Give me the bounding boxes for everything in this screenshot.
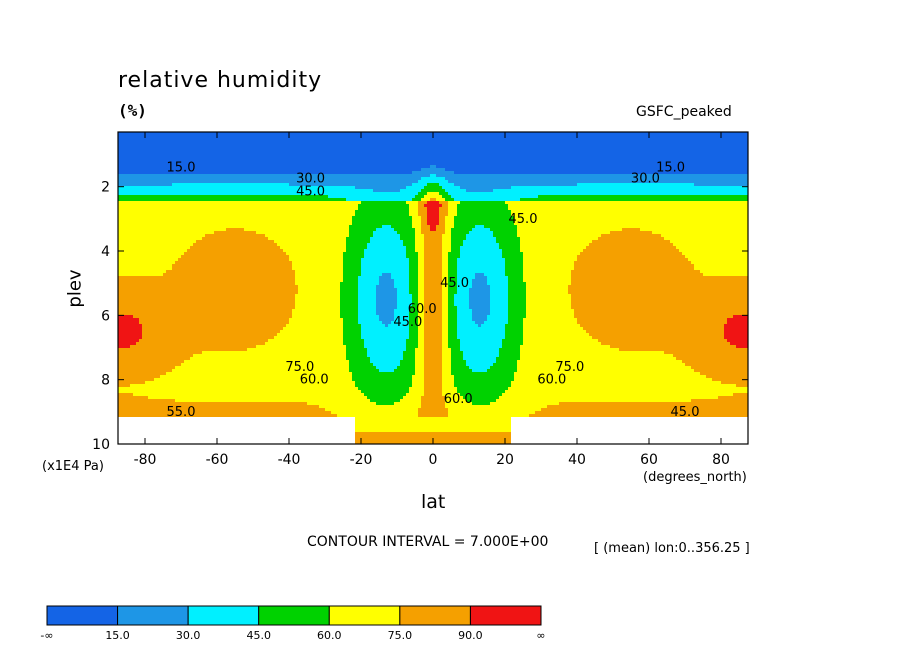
y-tick-label: 6 — [101, 308, 110, 324]
x-tick-label: 0 — [429, 452, 438, 468]
colorbar-swatch — [259, 606, 330, 625]
colorbar-swatch — [188, 606, 259, 625]
contour-label: 60.0 — [537, 373, 566, 388]
contour-label: 55.0 — [167, 405, 196, 420]
contour-label: 15.0 — [656, 160, 685, 175]
x-tick-label: -20 — [350, 452, 373, 468]
contour-label: 60.0 — [444, 392, 473, 407]
x-tick-label: 40 — [568, 452, 586, 468]
colorbar-swatch — [470, 606, 541, 625]
colorbar-swatch — [329, 606, 400, 625]
colorbar-label: -∞ — [40, 629, 53, 642]
x-tick-label: -60 — [206, 452, 229, 468]
contour-label: 15.0 — [167, 160, 196, 175]
colorbar-swatch — [400, 606, 471, 625]
colorbar-label: 30.0 — [176, 629, 201, 642]
x-tick-label: 20 — [496, 452, 514, 468]
colorbar-label: 75.0 — [388, 629, 413, 642]
contour-label: 60.0 — [300, 373, 329, 388]
colorbar-label: 60.0 — [317, 629, 342, 642]
colorbar-swatch — [47, 606, 118, 625]
colorbar-label: 15.0 — [105, 629, 130, 642]
colorbar-label: 45.0 — [246, 629, 271, 642]
y-tick-label: 4 — [101, 244, 110, 260]
x-tick-label: -80 — [134, 452, 157, 468]
colorbar-label: ∞ — [536, 629, 545, 642]
colorbar-swatch — [118, 606, 189, 625]
x-tick-label: 80 — [712, 452, 730, 468]
contour-label: 45.0 — [509, 212, 538, 227]
colorbar-label: 90.0 — [458, 629, 483, 642]
contour-label: 45.0 — [671, 405, 700, 420]
contour-label: 45.0 — [440, 276, 469, 291]
contour-label: 45.0 — [393, 315, 422, 330]
x-tick-label: 60 — [640, 452, 658, 468]
colorbar: -∞ 15.0 30.0 45.0 60.0 75.0 90.0 ∞ — [40, 606, 545, 642]
y-tick-label: 10 — [92, 437, 110, 453]
contour-label: 45.0 — [296, 185, 325, 200]
y-tick-label: 2 — [101, 180, 110, 196]
x-tick-label: -40 — [278, 452, 301, 468]
y-tick-label: 8 — [101, 373, 110, 389]
